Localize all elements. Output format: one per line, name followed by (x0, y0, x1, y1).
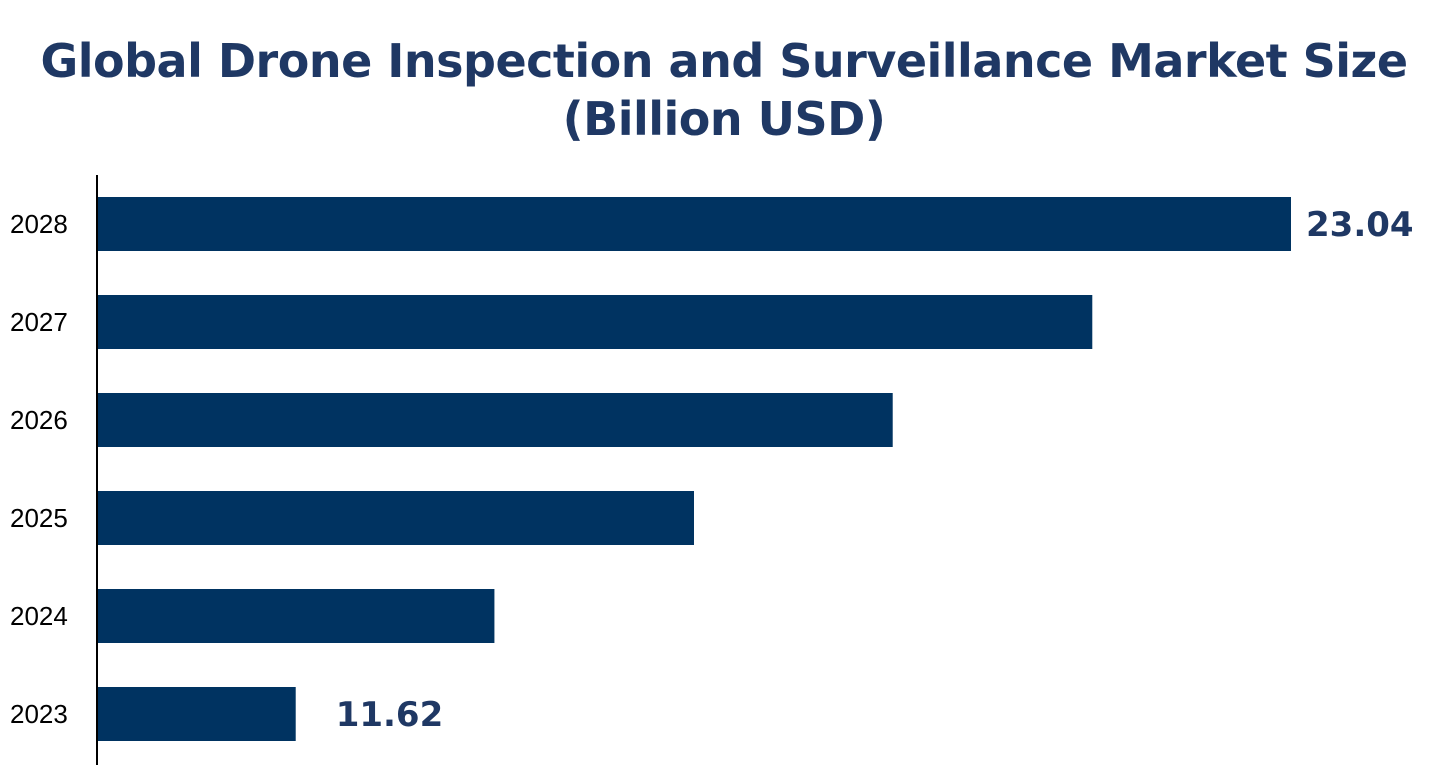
category-label-2023: 2023 (10, 699, 68, 729)
chart-title-line-1: Global Drone Inspection and Surveillance… (40, 34, 1408, 88)
category-label-2024: 2024 (10, 601, 68, 631)
category-label-2028: 2028 (10, 209, 68, 239)
category-label-2026: 2026 (10, 405, 68, 435)
bar-2025 (97, 491, 694, 545)
category-label-2027: 2027 (10, 307, 68, 337)
bar-2027 (97, 295, 1093, 349)
bar-2026 (97, 393, 893, 447)
bar-2023 (97, 687, 296, 741)
chart-title-line-2: (Billion USD) (562, 92, 886, 146)
data-label-2023: 11.62 (336, 695, 444, 735)
bar-2028 (97, 197, 1291, 251)
data-label-2028: 23.04 (1306, 205, 1414, 245)
chart-title: Global Drone Inspection and Surveillance… (0, 32, 1432, 148)
category-label-2025: 2025 (10, 503, 68, 533)
bar-2024 (97, 589, 495, 643)
